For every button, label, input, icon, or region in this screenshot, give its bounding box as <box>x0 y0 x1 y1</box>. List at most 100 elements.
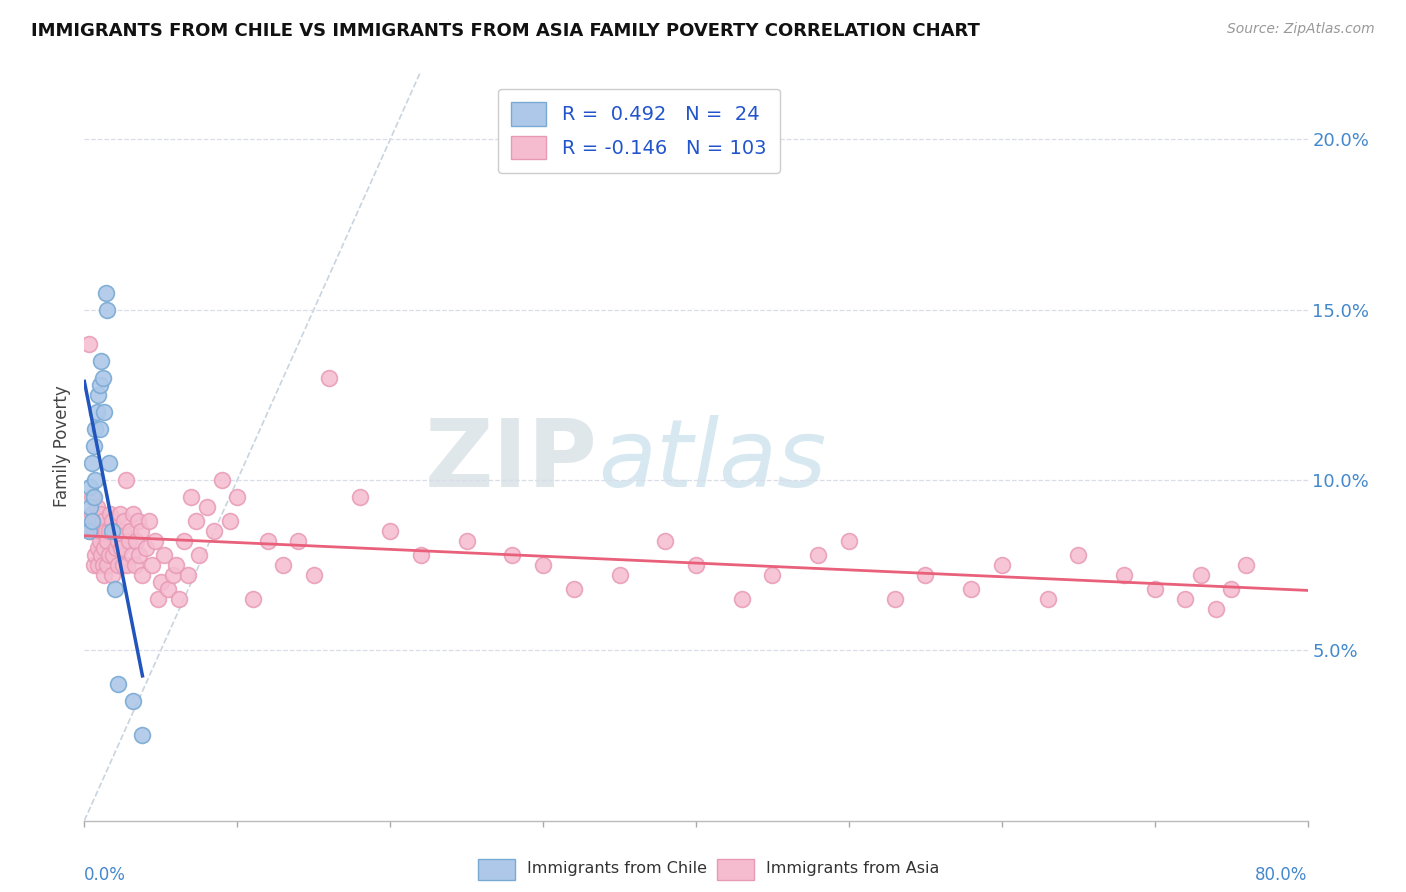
Point <box>165 558 187 573</box>
Point <box>77 336 100 351</box>
Point <box>107 677 129 691</box>
Point <box>177 568 200 582</box>
Point <box>115 558 138 573</box>
Point <box>157 582 180 596</box>
Legend: R =  0.492   N =  24, R = -0.146   N = 103: R = 0.492 N = 24, R = -0.146 N = 103 <box>498 88 780 173</box>
Point <box>914 568 936 582</box>
Point <box>93 541 115 556</box>
Point <box>80 490 103 504</box>
Point <box>883 592 905 607</box>
Point <box>218 514 240 528</box>
Point <box>80 514 103 528</box>
Point <box>87 388 110 402</box>
Point <box>104 582 127 596</box>
Point <box>562 582 585 596</box>
Point <box>127 514 149 528</box>
Point <box>138 514 160 528</box>
Point <box>1114 568 1136 582</box>
Point <box>125 534 148 549</box>
Point <box>211 473 233 487</box>
Point <box>173 534 195 549</box>
Point <box>349 490 371 504</box>
Point <box>93 405 115 419</box>
Point <box>226 490 249 504</box>
Point <box>84 473 107 487</box>
Point <box>114 473 136 487</box>
Point <box>654 534 676 549</box>
Point <box>242 592 264 607</box>
Point <box>188 548 211 562</box>
Point <box>1036 592 1059 607</box>
Point <box>94 285 117 300</box>
Point <box>79 480 101 494</box>
Point <box>79 524 101 538</box>
Point <box>761 568 783 582</box>
Point <box>135 541 157 556</box>
Point <box>184 514 207 528</box>
Point <box>287 534 309 549</box>
Point <box>120 524 142 538</box>
Point <box>131 568 153 582</box>
Point <box>105 541 128 556</box>
Point <box>685 558 707 573</box>
Point <box>80 456 103 470</box>
Point <box>1220 582 1243 596</box>
Point <box>91 371 114 385</box>
Point <box>318 371 340 385</box>
Point <box>101 524 124 538</box>
Text: 80.0%: 80.0% <box>1256 865 1308 884</box>
Point <box>93 568 115 582</box>
Point <box>1236 558 1258 573</box>
Text: ZIP: ZIP <box>425 415 598 507</box>
Point <box>122 507 145 521</box>
Point <box>90 354 112 368</box>
Point <box>131 729 153 743</box>
Text: Immigrants from Asia: Immigrants from Asia <box>766 862 939 876</box>
Point <box>124 558 146 573</box>
Point <box>91 558 114 573</box>
Text: 0.0%: 0.0% <box>84 865 127 884</box>
Point <box>609 568 631 582</box>
Point <box>838 534 860 549</box>
Point <box>79 500 101 515</box>
Text: Immigrants from Chile: Immigrants from Chile <box>527 862 707 876</box>
Point <box>807 548 830 562</box>
Point <box>1205 602 1227 616</box>
Point <box>110 541 132 556</box>
Text: atlas: atlas <box>598 416 827 507</box>
Point <box>1143 582 1166 596</box>
Point <box>96 534 118 549</box>
Point <box>162 568 184 582</box>
Point <box>271 558 294 573</box>
Point <box>80 507 103 521</box>
Point <box>98 507 121 521</box>
Point <box>97 524 120 538</box>
Point <box>121 548 143 562</box>
Point <box>122 694 145 708</box>
Point <box>107 558 129 573</box>
Point <box>960 582 983 596</box>
Point <box>143 534 166 549</box>
Point <box>91 514 114 528</box>
Point <box>96 558 118 573</box>
Point <box>129 524 152 538</box>
Point <box>96 302 118 317</box>
Point <box>101 514 124 528</box>
Point <box>84 422 107 436</box>
Point <box>146 592 169 607</box>
Point <box>84 548 107 562</box>
Point <box>107 534 129 549</box>
Point <box>167 592 190 607</box>
Point <box>104 524 127 538</box>
Point <box>97 548 120 562</box>
Point <box>1067 548 1090 562</box>
Point <box>302 568 325 582</box>
Point <box>257 534 280 549</box>
Point <box>118 534 141 549</box>
Point <box>89 507 111 521</box>
Point <box>180 490 202 504</box>
Point <box>83 524 105 538</box>
Point <box>531 558 554 573</box>
Point <box>456 534 478 549</box>
Point <box>87 558 110 573</box>
